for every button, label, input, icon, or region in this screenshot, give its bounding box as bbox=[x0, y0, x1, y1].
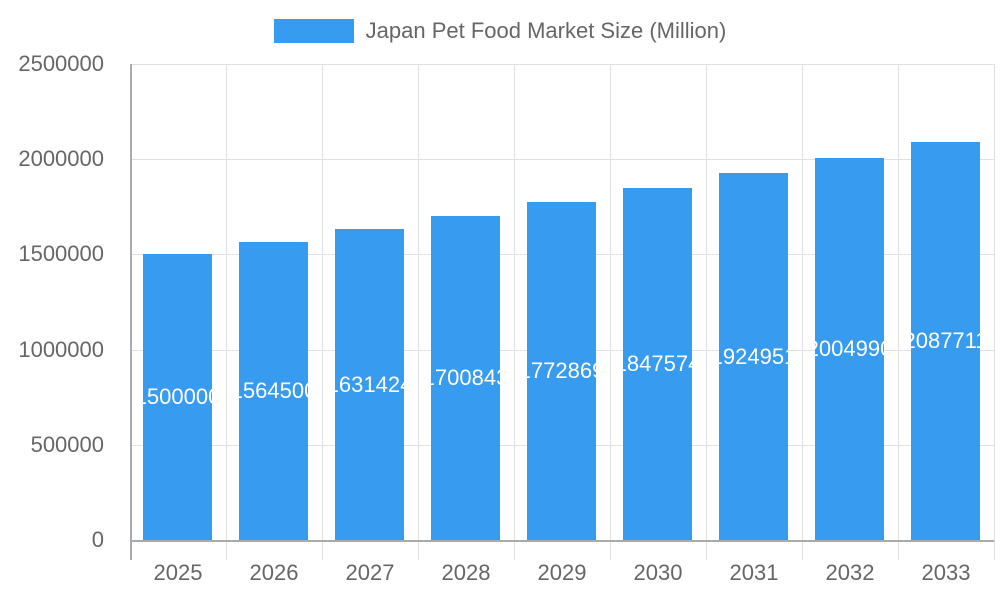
gridline-vertical bbox=[898, 64, 899, 560]
y-tick-label: 1000000 bbox=[18, 336, 104, 362]
plot-area: 0 500000 1000000 1500000 2000000 2500000 15000… bbox=[18, 51, 995, 585]
x-tick-label: 2032 bbox=[825, 560, 875, 585]
bar-value-label: 1500000 bbox=[143, 384, 212, 410]
bar-value-label: 1631424 bbox=[335, 371, 404, 397]
x-tick-label: 2029 bbox=[537, 560, 587, 585]
bar-value-label: 1564500 bbox=[239, 378, 308, 404]
bar-value-label: 1847574 bbox=[623, 351, 692, 377]
bar-2031[interactable]: 1924951 bbox=[719, 173, 788, 540]
gridline-vertical bbox=[706, 64, 707, 560]
bar-2028[interactable]: 1700843 bbox=[431, 216, 500, 540]
gridline-vertical bbox=[226, 64, 227, 560]
gridline-vertical bbox=[322, 64, 323, 560]
x-tick-label: 2030 bbox=[633, 560, 683, 585]
bar-2027[interactable]: 1631424 bbox=[335, 229, 404, 540]
y-tick-label: 500000 bbox=[30, 431, 104, 457]
y-tick-label: 2000000 bbox=[18, 146, 104, 172]
y-axis bbox=[130, 64, 132, 560]
y-tick-label: 1500000 bbox=[18, 241, 104, 267]
bar-2030[interactable]: 1847574 bbox=[623, 188, 692, 540]
bar-value-label: 1772869 bbox=[527, 358, 596, 384]
legend[interactable]: Japan Pet Food Market Size (Million) bbox=[0, 18, 1000, 44]
gridline-vertical bbox=[994, 64, 995, 560]
bar-2029[interactable]: 1772869 bbox=[527, 202, 596, 540]
y-tick-label: 2500000 bbox=[18, 51, 104, 76]
legend-swatch bbox=[273, 19, 354, 43]
bar-2025[interactable]: 1500000 bbox=[143, 254, 212, 540]
gridline-horizontal bbox=[130, 159, 994, 161]
bar-value-label: 1700843 bbox=[431, 365, 500, 391]
x-tick-label: 2031 bbox=[729, 560, 779, 585]
gridline-horizontal bbox=[130, 64, 994, 65]
x-axis bbox=[130, 540, 994, 542]
gridline-vertical bbox=[802, 64, 803, 560]
x-tick-label: 2027 bbox=[345, 560, 395, 585]
y-tick-label: 0 bbox=[91, 527, 104, 552]
x-tick-label: 2028 bbox=[441, 560, 491, 585]
bar-2026[interactable]: 1564500 bbox=[239, 242, 308, 540]
gridline-vertical bbox=[418, 64, 419, 560]
bar-value-label: 2087711 bbox=[911, 328, 980, 354]
legend-label: Japan Pet Food Market Size (Million) bbox=[365, 18, 727, 43]
bar-value-label: 2004990 bbox=[815, 336, 884, 362]
bar-2033[interactable]: 2087711 bbox=[911, 142, 980, 540]
bar-2032[interactable]: 2004990 bbox=[815, 158, 884, 540]
gridline-vertical bbox=[610, 64, 611, 560]
bar-value-label: 1924951 bbox=[719, 343, 788, 369]
gridline-vertical bbox=[514, 64, 515, 560]
x-tick-label: 2025 bbox=[153, 560, 203, 585]
x-tick-label: 2033 bbox=[921, 560, 971, 585]
x-tick-label: 2026 bbox=[249, 560, 299, 585]
